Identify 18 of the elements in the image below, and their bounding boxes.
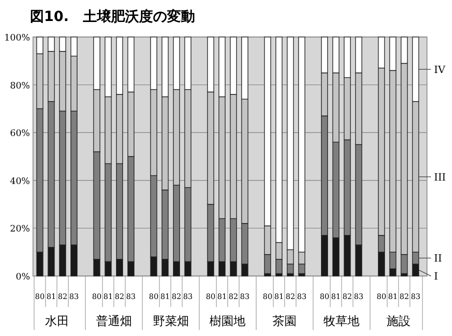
- y-tick-label: 60%: [10, 129, 30, 140]
- text: 牧草地: [324, 314, 360, 328]
- series-label: IV: [434, 64, 446, 76]
- chart-title: 図10. 土壌肥沃度の変動: [30, 8, 195, 25]
- series-label: I: [434, 272, 438, 283]
- text: 水田: [44, 314, 69, 328]
- y-tick-label: 0%: [16, 272, 30, 282]
- y-tick-label: 100%: [4, 34, 30, 44]
- text: 樹園地: [210, 314, 246, 328]
- text: 野菜畑: [152, 314, 189, 328]
- text: 茶園: [272, 314, 297, 328]
- series-label: II: [434, 254, 442, 265]
- text: 施設: [386, 314, 411, 328]
- series-label: III: [434, 172, 446, 184]
- text: 普通畑: [96, 314, 132, 328]
- y-tick-label: 40%: [10, 176, 30, 187]
- y-tick-label: 20%: [10, 224, 30, 235]
- y-tick-label: 80%: [10, 81, 30, 92]
